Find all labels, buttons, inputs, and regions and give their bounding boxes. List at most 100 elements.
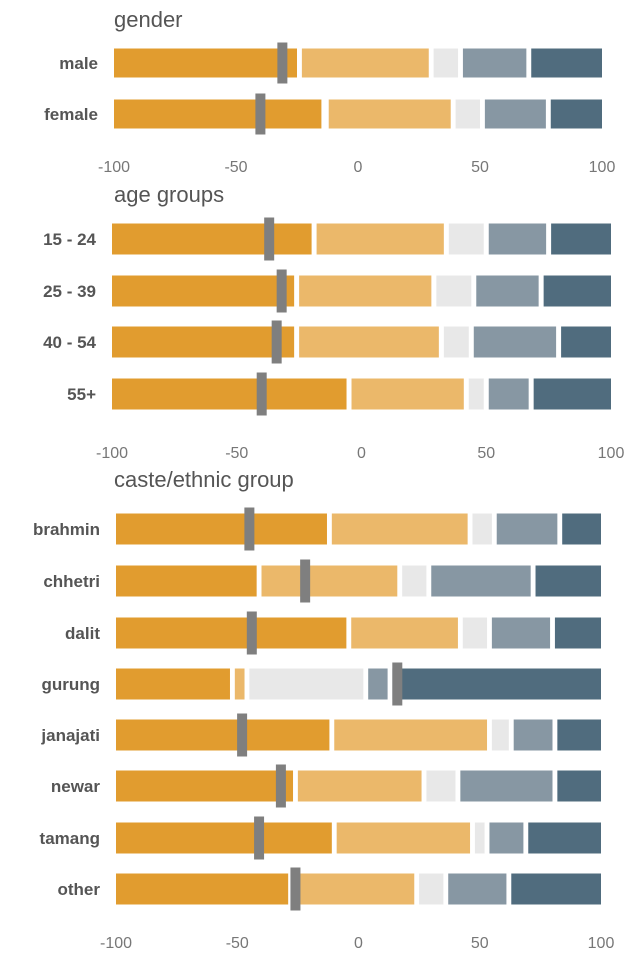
bar-segment [561, 326, 611, 358]
bar-segment [426, 770, 456, 802]
bar-segment [476, 275, 539, 307]
x-tick-label: -50 [224, 159, 247, 176]
bar-segment [334, 719, 488, 751]
bar-segment [533, 378, 611, 410]
category-label: janajati [40, 726, 100, 745]
x-tick-label: 0 [354, 935, 363, 952]
category-label: tamang [40, 829, 100, 848]
bar-segment [331, 513, 468, 545]
bar-segment [531, 48, 602, 78]
mean-marker [246, 611, 257, 655]
mean-marker [255, 93, 266, 135]
x-tick-label: 50 [471, 935, 489, 952]
mean-marker [237, 713, 248, 757]
mean-marker [300, 559, 311, 603]
bar-segment [488, 378, 529, 410]
bar-segment [448, 873, 507, 905]
bar-segment [551, 223, 611, 255]
category-label: 15 - 24 [43, 230, 96, 249]
bar-segment [489, 822, 524, 854]
bar-segment [116, 770, 294, 802]
bar-segment [301, 48, 429, 78]
bar-segment [116, 873, 289, 905]
bar-segment [448, 223, 484, 255]
bar-segment [443, 326, 469, 358]
category-label: brahmin [33, 520, 100, 539]
bar-segment [528, 822, 601, 854]
bar-segment [116, 719, 330, 751]
bar-segment [484, 99, 546, 129]
bar-segment [513, 719, 553, 751]
x-tick-label: -100 [98, 159, 130, 176]
bar-segment [351, 378, 464, 410]
bar-segment [460, 770, 553, 802]
chart-panel-0: gender male female -100 -50 0 50 100 [44, 7, 615, 176]
bar-segment [462, 48, 527, 78]
bar-segment [116, 617, 347, 649]
bar-segment [249, 668, 364, 700]
bar-segment [234, 668, 245, 700]
bar-segment [112, 378, 347, 410]
mean-marker [264, 217, 275, 261]
bar-segment [550, 99, 602, 129]
category-label: chhetri [43, 572, 100, 591]
bar-segment [328, 99, 451, 129]
bar-segment [112, 223, 312, 255]
x-tick-label: 0 [354, 159, 363, 176]
bar-segment [433, 48, 459, 78]
bar-segment [455, 99, 480, 129]
bar-segment [336, 822, 471, 854]
bar-segment [116, 565, 257, 597]
bar-segment [496, 513, 558, 545]
bar-segment [474, 822, 485, 854]
bar-segment [543, 275, 611, 307]
category-label: female [44, 105, 98, 124]
x-tick-label: -50 [226, 935, 249, 952]
x-tick-label: -100 [100, 935, 132, 952]
bar-segment [297, 770, 422, 802]
bar-segment [261, 565, 398, 597]
bar-segment [114, 48, 297, 78]
category-label: other [58, 880, 101, 899]
x-tick-label: -100 [96, 445, 128, 462]
mean-marker [254, 816, 265, 860]
bar-segment [392, 668, 601, 700]
bar-segment [316, 223, 444, 255]
mean-marker [392, 662, 403, 706]
chart-title: gender [114, 7, 183, 32]
mean-marker [256, 372, 267, 416]
x-tick-label: -50 [225, 445, 248, 462]
bar-segment [114, 99, 322, 129]
bar-segment [473, 326, 557, 358]
category-label: male [59, 54, 98, 73]
bar-segment [431, 565, 531, 597]
category-label: 25 - 39 [43, 282, 96, 301]
category-label: gurung [41, 675, 100, 694]
category-label: dalit [65, 624, 100, 643]
bar-segment [491, 719, 509, 751]
bar-segment [462, 617, 488, 649]
mean-marker [271, 320, 282, 364]
bar-segment [293, 873, 415, 905]
bar-segment [535, 565, 601, 597]
bar-segment [468, 378, 484, 410]
mean-marker [275, 764, 286, 808]
bar-segment [488, 223, 547, 255]
mean-marker [244, 507, 255, 551]
mean-marker [276, 269, 287, 313]
bar-segment [116, 513, 327, 545]
chart-title: caste/ethnic group [114, 467, 294, 492]
bar-segment [116, 822, 332, 854]
chart-title: age groups [114, 182, 224, 207]
bar-segment [436, 275, 472, 307]
x-tick-label: 100 [589, 159, 616, 176]
category-label: 55+ [67, 385, 96, 404]
bar-segment [299, 275, 432, 307]
mean-marker [290, 867, 301, 911]
bar-segment [112, 275, 295, 307]
bar-segment [419, 873, 444, 905]
category-label: newar [51, 777, 101, 796]
bar-segment [299, 326, 439, 358]
bar-segment [562, 513, 601, 545]
